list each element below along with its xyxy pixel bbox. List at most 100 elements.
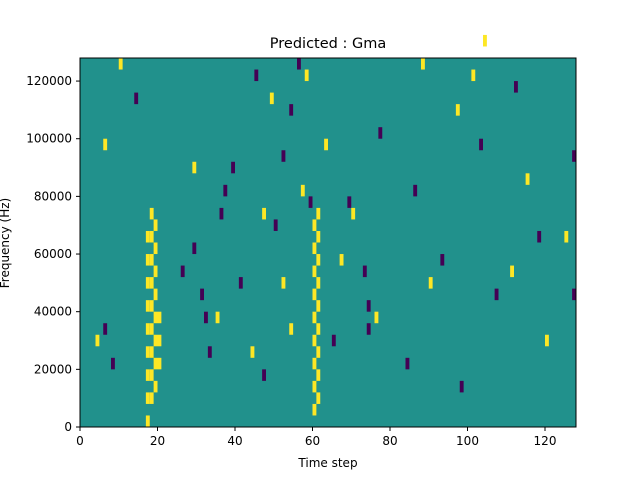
x-tick-label: 40 bbox=[227, 434, 242, 448]
heatmap-cell-high bbox=[312, 219, 317, 231]
heatmap-cells bbox=[95, 34, 576, 427]
heatmap-cell-low bbox=[200, 288, 204, 301]
heatmap-cell-high bbox=[153, 380, 158, 393]
heatmap-cell-low bbox=[204, 311, 208, 324]
heatmap-cell-high bbox=[153, 334, 158, 347]
heatmap-cell-low bbox=[494, 288, 499, 301]
heatmap-cell-high bbox=[149, 369, 154, 381]
x-tick-label: 60 bbox=[305, 434, 320, 448]
heatmap-cell-low bbox=[331, 334, 336, 347]
heatmap-cell-low bbox=[103, 323, 108, 335]
x-tick-label: 80 bbox=[382, 434, 397, 448]
heatmap-cell-high bbox=[312, 242, 317, 255]
heatmap-cell-high bbox=[316, 207, 321, 220]
heatmap-cell-high bbox=[192, 161, 197, 174]
heatmap-cell-high bbox=[250, 346, 255, 358]
heatmap-cell-high bbox=[149, 207, 154, 220]
heatmap-cell-high bbox=[545, 334, 549, 347]
heatmap-cell-low bbox=[378, 127, 383, 139]
heatmap-cell-low bbox=[111, 357, 115, 370]
heatmap-cell-low bbox=[262, 369, 266, 381]
heatmap-cell-high bbox=[428, 277, 433, 289]
heatmap-cell-low bbox=[180, 265, 185, 278]
heatmap-cell-high bbox=[118, 58, 123, 70]
heatmap-cell-low bbox=[413, 184, 418, 197]
y-tick-label: 120000 bbox=[26, 74, 72, 88]
heatmap-cell-low bbox=[479, 138, 483, 151]
heatmap-cell-high bbox=[149, 230, 154, 243]
y-tick-label: 40000 bbox=[34, 305, 72, 319]
heatmap-cell-low bbox=[192, 242, 197, 255]
x-tick-label: 120 bbox=[534, 434, 557, 448]
heatmap-cell-high bbox=[316, 346, 321, 358]
heatmap-cell-low bbox=[289, 104, 294, 116]
heatmap-cell-high bbox=[153, 265, 158, 278]
heatmap-cell-high bbox=[95, 334, 100, 347]
x-tick-label: 0 bbox=[76, 434, 84, 448]
heatmap-cell-high bbox=[339, 254, 344, 266]
heatmap-base bbox=[80, 58, 576, 427]
heatmap-cell-high bbox=[316, 392, 321, 404]
heatmap-cell-high bbox=[149, 323, 154, 335]
heatmap-cell-high bbox=[300, 184, 305, 197]
heatmap-cell-high bbox=[103, 138, 108, 151]
heatmap-cell-high bbox=[304, 69, 309, 82]
chart-title: Predicted : Gma bbox=[270, 36, 386, 52]
heatmap-cell-high bbox=[316, 300, 321, 312]
plot-area bbox=[79, 34, 577, 428]
heatmap-cell-low bbox=[273, 219, 278, 231]
heatmap-cell-high bbox=[145, 346, 150, 358]
y-tick-label: 100000 bbox=[26, 132, 72, 146]
heatmap-cell-high bbox=[145, 277, 150, 289]
heatmap-cell-high bbox=[145, 300, 150, 312]
heatmap-cell-high bbox=[525, 173, 530, 185]
heatmap-cell-high bbox=[145, 369, 150, 381]
heatmap-cell-low bbox=[572, 288, 576, 301]
heatmap-cell-high bbox=[312, 403, 317, 416]
heatmap-cell-high bbox=[145, 415, 150, 427]
heatmap-cell-high bbox=[149, 392, 154, 404]
heatmap-cell-high bbox=[157, 311, 162, 324]
heatmap-cell-low bbox=[347, 196, 352, 208]
heatmap-cell-high bbox=[289, 323, 294, 335]
heatmap-cell-low bbox=[231, 161, 235, 174]
heatmap-cell-high bbox=[483, 34, 487, 47]
heatmap-cell-high bbox=[153, 288, 158, 301]
heatmap-cell-low bbox=[254, 69, 259, 82]
x-axis: 0 20 40 60 80 100 120 bbox=[76, 427, 556, 448]
y-axis-label: Frequency (Hz) bbox=[0, 198, 12, 289]
heatmap-cell-high bbox=[312, 311, 317, 324]
heatmap-cell-high bbox=[351, 207, 356, 220]
heatmap-cell-high bbox=[269, 92, 274, 105]
heatmap-cell-high bbox=[145, 254, 150, 266]
heatmap-cell-high bbox=[312, 380, 317, 393]
heatmap-cell-high bbox=[149, 277, 154, 289]
heatmap-cell-high bbox=[316, 254, 321, 266]
heatmap-cell-high bbox=[312, 288, 317, 301]
heatmap-cell-low bbox=[366, 323, 371, 335]
heatmap-cell-high bbox=[564, 230, 569, 243]
heatmap-cell-low bbox=[362, 265, 367, 278]
x-tick-label: 20 bbox=[150, 434, 165, 448]
y-tick-label: 20000 bbox=[34, 362, 72, 376]
heatmap-cell-high bbox=[149, 300, 154, 312]
plot-frame bbox=[79, 57, 577, 428]
heatmap-cell-high bbox=[312, 334, 317, 347]
heatmap-cell-high bbox=[471, 69, 476, 82]
heatmap-cell-high bbox=[510, 265, 514, 278]
heatmap-cell-high bbox=[153, 311, 158, 324]
heatmap-cell-high bbox=[157, 334, 162, 347]
heatmap-cell-low bbox=[459, 380, 464, 393]
heatmap-cell-high bbox=[324, 138, 328, 151]
heatmap-cell-low bbox=[134, 92, 139, 105]
heatmap-cell-low bbox=[405, 357, 410, 370]
heatmap-cell-low bbox=[537, 230, 542, 243]
heatmap-cell-high bbox=[281, 277, 286, 289]
heatmap-cell-low bbox=[207, 346, 212, 358]
heatmap-cell-high bbox=[153, 357, 158, 370]
heatmap-cell-high bbox=[149, 254, 154, 266]
heatmap-cell-high bbox=[312, 357, 317, 370]
x-tick-label: 100 bbox=[456, 434, 479, 448]
y-axis: 0 20000 40000 60000 80000 100000 120000 bbox=[26, 74, 80, 434]
heatmap-cell-low bbox=[297, 58, 301, 70]
